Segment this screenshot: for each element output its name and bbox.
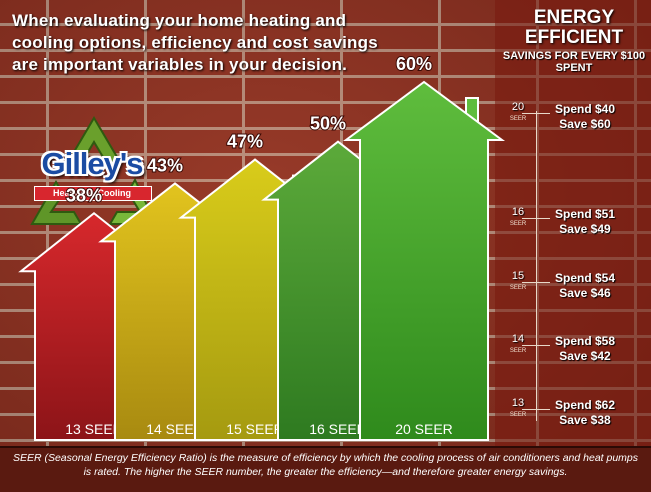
headline: When evaluating your home heating and co… [12,11,378,74]
scale-savings-text: Spend $54 Save $46 [545,271,625,301]
scale-seer-value: 20 [511,101,525,113]
panel-subtitle: SAVINGS FOR EVERY $100 SPENT [502,50,646,74]
category-label: 20 SEER [395,421,453,437]
value-label: 38% [66,185,102,205]
scale-savings-text: Spend $51 Save $49 [545,207,625,237]
scale-tick [522,409,550,410]
house-bar-chart: 38% 13 SEER 43% 14 SEER 47% 15 SEER 50% 16 SEER… [18,53,506,441]
logo-wordmark: Gilley's [41,146,143,181]
save-amount: Save $49 [559,222,611,236]
scale-tick [522,113,550,114]
scale-seer-tag: SEER [509,412,527,418]
value-label: 47% [227,132,263,152]
value-label: 60% [396,54,432,74]
savings-panel [495,0,651,446]
category-label: 14 SEER [146,421,204,437]
scale-savings-text: Spend $62 Save $38 [545,398,625,428]
save-amount: Save $42 [559,349,611,363]
seer-footnote: SEER (Seasonal Energy Efficiency Ratio) … [12,452,639,478]
logo-tagline: Heating & Cooling [53,188,131,198]
scale-seer-value: 13 [511,397,525,409]
category-label: 13 SEER [65,421,123,437]
scale-seer-tag: SEER [509,348,527,354]
spend-amount: Spend $54 [554,271,616,285]
spend-amount: Spend $51 [554,207,616,221]
panel-title: ENERGY EFFICIENT [524,7,624,48]
scale-seer-tag: SEER [509,221,527,227]
scale-seer-value: 14 [511,333,525,345]
save-amount: Save $60 [559,117,611,131]
scale-seer-tag: SEER [509,285,527,291]
scale-savings-text: Spend $58 Save $42 [545,334,625,364]
spend-amount: Spend $62 [554,398,616,412]
scale-seer-value: 16 [511,206,525,218]
footer-band [0,446,651,492]
logo-tagline-bar [34,186,152,201]
category-label: 16 SEER [309,421,367,437]
save-amount: Save $38 [559,413,611,427]
value-label: 50% [310,114,346,134]
scale-savings-text: Spend $40 Save $60 [545,102,625,132]
scale-tick [522,282,550,283]
spend-amount: Spend $40 [554,102,616,116]
savings-scale-axis [536,111,537,421]
scale-seer-tag: SEER [509,116,527,122]
save-amount: Save $46 [559,286,611,300]
value-label: 43% [147,155,183,175]
scale-tick [522,345,550,346]
category-label: 15 SEER [226,421,284,437]
spend-amount: Spend $58 [554,334,616,348]
house-bar-20-seer [342,80,506,441]
scale-seer-value: 15 [511,270,525,282]
scale-tick [522,218,550,219]
